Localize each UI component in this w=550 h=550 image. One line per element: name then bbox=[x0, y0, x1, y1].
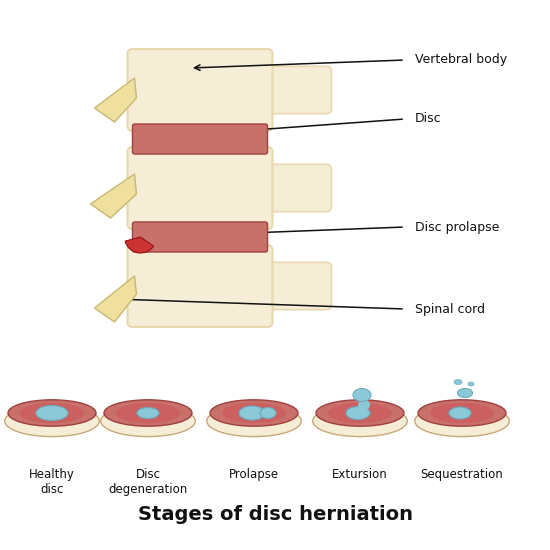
Ellipse shape bbox=[210, 400, 298, 426]
Polygon shape bbox=[91, 174, 136, 218]
FancyBboxPatch shape bbox=[256, 262, 332, 310]
Text: Spinal cord: Spinal cord bbox=[415, 302, 485, 316]
Ellipse shape bbox=[313, 405, 408, 437]
Ellipse shape bbox=[353, 388, 371, 401]
Ellipse shape bbox=[222, 403, 286, 423]
Text: Vertebral body: Vertebral body bbox=[415, 53, 507, 67]
Text: Disc prolapse: Disc prolapse bbox=[415, 221, 499, 234]
FancyBboxPatch shape bbox=[133, 124, 267, 154]
Ellipse shape bbox=[458, 388, 472, 398]
Ellipse shape bbox=[239, 406, 265, 420]
Polygon shape bbox=[95, 276, 136, 322]
Text: Sequestration: Sequestration bbox=[421, 468, 503, 481]
Ellipse shape bbox=[346, 406, 370, 420]
Text: Healthy
disc: Healthy disc bbox=[29, 468, 75, 496]
FancyBboxPatch shape bbox=[128, 147, 272, 229]
FancyBboxPatch shape bbox=[256, 164, 332, 212]
Ellipse shape bbox=[101, 405, 195, 437]
Ellipse shape bbox=[316, 400, 404, 426]
Wedge shape bbox=[125, 237, 153, 253]
Ellipse shape bbox=[207, 405, 301, 437]
Text: Extursion: Extursion bbox=[332, 468, 388, 481]
Ellipse shape bbox=[36, 405, 68, 421]
Text: Disc: Disc bbox=[415, 113, 442, 125]
Ellipse shape bbox=[104, 400, 192, 426]
Ellipse shape bbox=[449, 407, 471, 419]
Polygon shape bbox=[95, 78, 136, 122]
Text: Disc
degeneration: Disc degeneration bbox=[108, 468, 188, 496]
Ellipse shape bbox=[20, 403, 84, 423]
FancyBboxPatch shape bbox=[133, 222, 267, 252]
FancyBboxPatch shape bbox=[256, 67, 332, 114]
Ellipse shape bbox=[328, 403, 392, 423]
Ellipse shape bbox=[260, 408, 276, 419]
Ellipse shape bbox=[468, 382, 474, 386]
Ellipse shape bbox=[430, 403, 494, 423]
Ellipse shape bbox=[454, 379, 462, 384]
Ellipse shape bbox=[8, 400, 96, 426]
Ellipse shape bbox=[116, 403, 180, 423]
Ellipse shape bbox=[137, 408, 159, 419]
Ellipse shape bbox=[358, 400, 370, 410]
Text: Prolapse: Prolapse bbox=[229, 468, 279, 481]
FancyBboxPatch shape bbox=[128, 245, 272, 327]
Ellipse shape bbox=[418, 400, 506, 426]
FancyBboxPatch shape bbox=[128, 49, 272, 131]
Ellipse shape bbox=[5, 405, 100, 437]
Ellipse shape bbox=[415, 405, 509, 437]
Text: Stages of disc herniation: Stages of disc herniation bbox=[138, 504, 412, 524]
